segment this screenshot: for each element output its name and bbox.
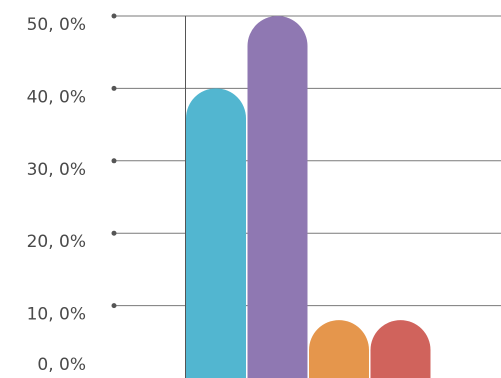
y-tick-label: 20, 0% bbox=[27, 232, 86, 252]
y-tick-label: 0, 0% bbox=[37, 355, 86, 375]
gridline-marker-dot bbox=[111, 85, 117, 91]
y-tick-label: 10, 0% bbox=[27, 305, 86, 325]
gridline-marker-dot bbox=[111, 230, 117, 236]
bars bbox=[186, 16, 431, 378]
y-tick-label: 30, 0% bbox=[27, 160, 86, 180]
bar bbox=[247, 16, 308, 378]
bar bbox=[186, 88, 246, 378]
y-tick-label: 50, 0% bbox=[27, 15, 86, 35]
bar bbox=[370, 320, 431, 378]
y-tick-label: 40, 0% bbox=[27, 87, 86, 107]
bar bbox=[309, 320, 369, 378]
y-axis-tick-labels: 0, 0% 10, 0% 20, 0% 30, 0% 40, 0% 50, 0% bbox=[27, 15, 86, 375]
gridline-marker-dot bbox=[111, 13, 117, 19]
gridline-marker-dot bbox=[111, 303, 117, 309]
gridline-marker-dot bbox=[111, 158, 117, 164]
